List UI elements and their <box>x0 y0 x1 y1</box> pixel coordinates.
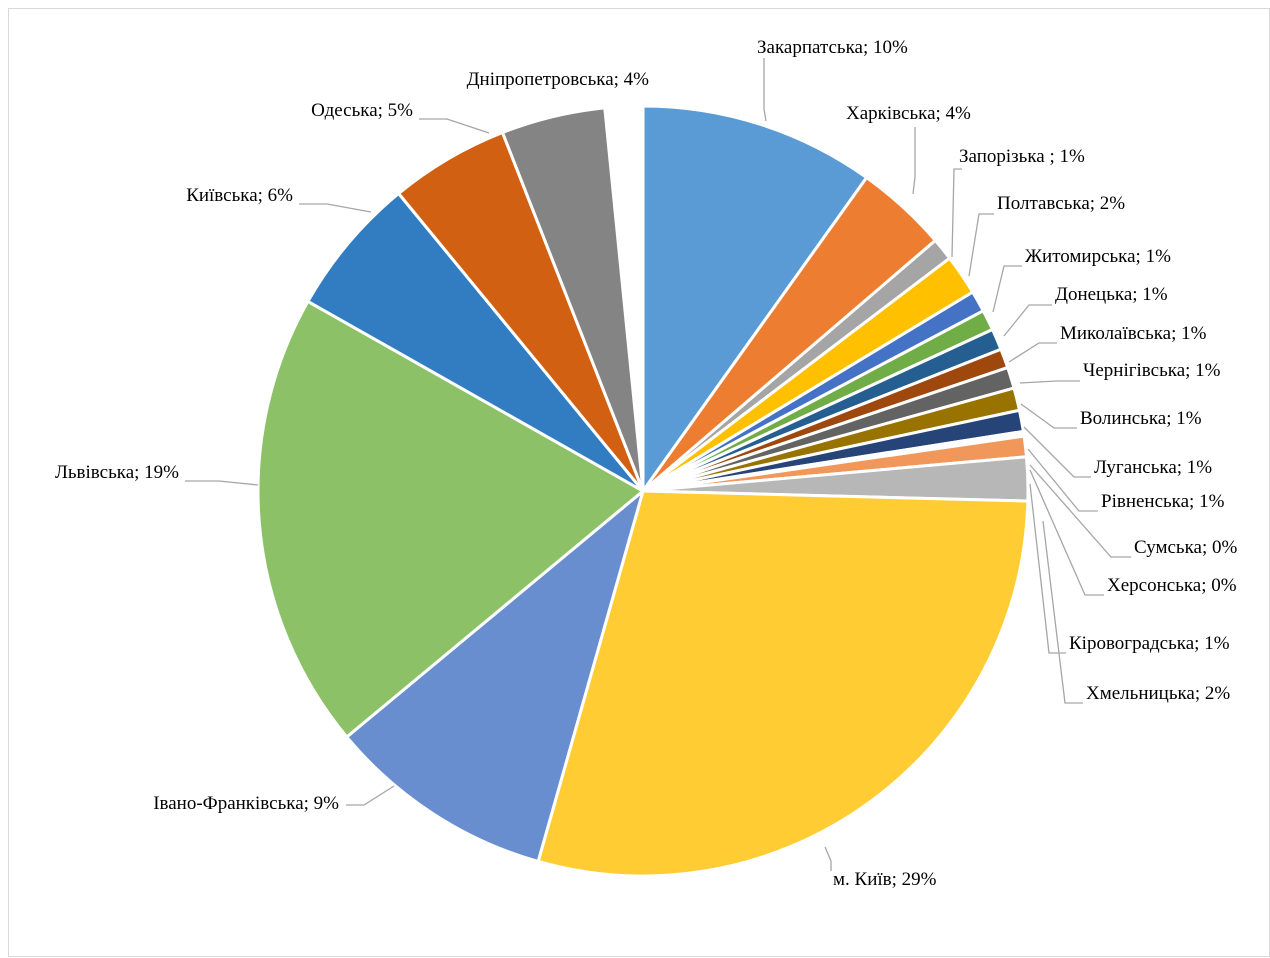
leader-line-херсонська <box>1029 469 1104 596</box>
leader-line-луганська <box>1023 426 1091 478</box>
leader-line-миколаївська <box>1008 342 1057 363</box>
data-label-кіровоградська: Кіровоградська; 1% <box>1069 633 1230 654</box>
leader-line-закарпатська <box>763 58 767 122</box>
pie-slices <box>256 104 1030 878</box>
data-label-рівненська: Рівненська; 1% <box>1101 491 1225 512</box>
leader-line-житомирська <box>992 265 1022 313</box>
data-label-херсонська: Херсонська; 0% <box>1107 575 1237 596</box>
data-label-чернігівська: Чернігівська; 1% <box>1083 360 1221 381</box>
leader-lines <box>185 58 1131 871</box>
pie-slice-дніпропетровська <box>501 106 645 493</box>
leader-line-полтавська <box>968 213 994 277</box>
data-label-житомирська: Житомирська; 1% <box>1025 246 1171 267</box>
leader-line-сумська <box>1029 464 1131 558</box>
data-label-дніпропетровська: Дніпропетровська; 4% <box>467 69 650 90</box>
leader-line-запорізька <box>951 168 962 258</box>
leader-line-київська <box>299 203 372 213</box>
pie-slice-київська <box>306 192 645 493</box>
data-label-закарпатська: Закарпатська; 10% <box>757 37 908 58</box>
leader-line-одеська <box>419 118 490 134</box>
leader-line-донецька <box>1003 304 1052 337</box>
data-label-сумська: Сумська; 0% <box>1134 537 1237 558</box>
leader-line-львівська <box>185 480 259 486</box>
pie-slice-івано-франківська <box>345 489 645 863</box>
pie-slice-закарпатська <box>641 104 869 493</box>
leader-line-волинська <box>1020 403 1077 429</box>
chart-area: Закарпатська; 10% Харківська; 4% Запорізьк… <box>8 8 1270 957</box>
data-label-донецька: Донецька; 1% <box>1055 284 1168 305</box>
data-label-миколаївська: Миколаївська; 1% <box>1060 323 1207 344</box>
data-label-волинська: Волинська; 1% <box>1080 408 1202 429</box>
leader-line-харківська <box>912 127 916 195</box>
data-label-київська: Київська; 6% <box>186 185 293 206</box>
data-label-львівська: Львівська; 19% <box>55 462 179 483</box>
leader-line-чернігівська <box>1019 380 1080 384</box>
data-label-хмельницька: Хмельницька; 2% <box>1086 683 1230 704</box>
leader-line-рівненська <box>1027 448 1098 512</box>
pie-slice-м-київ <box>536 489 1030 878</box>
data-label-харківська: Харківська; 4% <box>846 103 971 124</box>
data-labels: Закарпатська; 10% Харківська; 4% Запорізьк… <box>55 37 1237 890</box>
data-label-запорізька: Запорізька ; 1% <box>959 146 1085 167</box>
leader-line-хмельницька <box>1042 520 1083 704</box>
pie-slice-львівська <box>256 299 645 739</box>
leader-line-івано-франківська <box>346 785 395 806</box>
data-label-луганська: Луганська; 1% <box>1094 457 1212 478</box>
leader-line-м-київ <box>824 846 832 871</box>
leader-line-кіровоградська <box>1029 483 1066 654</box>
pie-chart: Закарпатська; 10% Харківська; 4% Запорізьк… <box>55 37 1237 890</box>
data-label-одеська: Одеська; 5% <box>311 100 413 121</box>
data-label-м-київ: м. Київ; 29% <box>833 869 937 890</box>
data-label-івано-франківська: Івано-Франківська; 9% <box>153 793 339 814</box>
data-label-полтавська: Полтавська; 2% <box>997 193 1125 214</box>
